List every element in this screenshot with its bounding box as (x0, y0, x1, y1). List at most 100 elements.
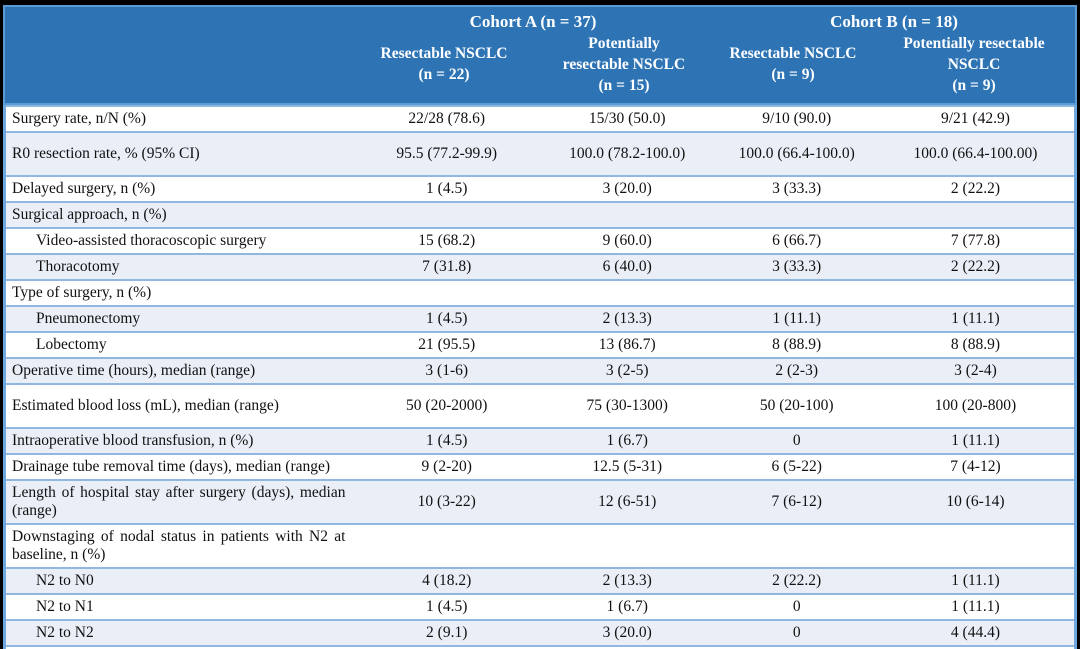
table-header: Cohort A (n = 37) Cohort B (n = 18) Rese… (3, 5, 1077, 105)
cell-value: 50 (20-2000) (406, 396, 488, 414)
table-body: Surgery rate, n/N (%) 22/28 (78.6) 15/30 (… (4, 105, 1076, 649)
row-label: Surgery rate, n/N (%) (12, 109, 147, 127)
table-row: Surgery rate, n/N (%) 22/28 (78.6) 15/30 (… (4, 105, 1076, 132)
cell-value: 7 (77.8) (950, 231, 1000, 249)
cell-value: 8 (88.9) (950, 335, 1000, 353)
table-row: Estimated blood loss (mL), median (range… (4, 383, 1076, 428)
cell-value: 4 (18.2) (422, 571, 472, 589)
column-header-potentially-resectable-b: Potentially resectable NSCLC (n = 9) (903, 35, 1045, 94)
cell-value: 1 (4.5) (426, 309, 468, 327)
cell-value: 1 (6.7) (606, 431, 648, 449)
cell-value: 3 (2-5) (605, 361, 649, 379)
row-label: Delayed surgery, n (%) (12, 179, 156, 197)
table-row: Downstaging of nodal status in patients … (4, 523, 1076, 568)
cell-value (877, 202, 1076, 228)
table-row: Type of surgery, n (%) (4, 279, 1076, 306)
cell-value: 3 (20.0) (602, 623, 652, 641)
cell-value: 100.0 (66.4-100.0) (738, 144, 855, 162)
cell-value: 100.0 (78.2-100.0) (569, 144, 686, 162)
cell-value: 100 (20-800) (934, 396, 1017, 414)
cell-value: 95.5 (77.2-99.9) (396, 144, 498, 162)
row-label: Lobectomy (36, 335, 107, 353)
cell-value: 3 (20.0) (602, 179, 652, 197)
cell-value: 2 (13.3) (602, 571, 652, 589)
table-row: Length of hospital stay after surgery (d… (4, 479, 1076, 524)
cell-value: 15/30 (50.0) (588, 109, 666, 127)
cell-value: 22/28 (78.6) (408, 109, 486, 127)
cell-value: 0 (792, 597, 801, 615)
cell-value (538, 524, 717, 568)
table-row: Delayed surgery, n (%) 1 (4.5) 3 (20.0) 3 (… (4, 175, 1076, 202)
cell-value: 7 (31.8) (422, 257, 472, 275)
cohort-a-header: Cohort A (n = 37) (469, 12, 597, 31)
cell-value: 12 (6-51) (598, 492, 657, 510)
cell-value: 50 (20-100) (759, 396, 834, 414)
cell-value: 7 (6-12) (771, 492, 822, 510)
table-row: Operative time (hours), median (range) 3 … (4, 357, 1076, 384)
table-row: N2 to N2 2 (9.1) 3 (20.0) 0 4 (44.4) (4, 619, 1076, 646)
table-row: Lobectomy 21 (95.5) 13 (86.7) 8 (88.9) 8 (88… (4, 331, 1076, 358)
cell-value: 8 (88.9) (772, 335, 822, 353)
outcomes-table: Surgery rate, n/N (%) 22/28 (78.6) 15/30 (… (3, 104, 1077, 649)
cell-value: 21 (95.5) (418, 335, 476, 353)
cell-value (355, 280, 538, 306)
cell-value: 2 (22.2) (772, 571, 822, 589)
cell-value: 1 (4.5) (426, 431, 468, 449)
row-label: R0 resection rate, % (95% CI) (12, 144, 200, 162)
row-label: Surgical approach, n (%) (12, 205, 167, 223)
cell-value: 2 (9.1) (426, 623, 468, 641)
row-label: Downstaging of nodal status in patients … (12, 527, 346, 563)
cell-value: 1 (11.1) (951, 571, 1000, 589)
cell-value: 1 (11.1) (772, 309, 821, 327)
row-label: Length of hospital stay after surgery (d… (12, 483, 346, 519)
cell-value: 3 (2-4) (954, 361, 997, 379)
table-row: N2 to N1 1 (4.5) 1 (6.7) 0 1 (11.1) (4, 593, 1076, 620)
row-label: Thoracotomy (36, 257, 120, 275)
cell-value: 3 (1-6) (425, 361, 469, 379)
row-label: Drainage tube removal time (days), media… (12, 457, 331, 475)
cell-value: 0 (792, 431, 801, 449)
cell-value: 13 (86.7) (598, 335, 656, 353)
table-row: Pneumonectomy 1 (4.5) 2 (13.3) 1 (11.1) 1 (1… (4, 305, 1076, 332)
cell-value: 75 (30-1300) (586, 396, 668, 414)
column-header-resectable-b: Resectable NSCLC (n = 9) (729, 45, 857, 84)
cell-value: 9/21 (42.9) (941, 109, 1010, 127)
row-label: Intraoperative blood transfusion, n (%) (12, 431, 254, 449)
cell-value (877, 524, 1076, 568)
cell-value (716, 202, 876, 228)
cell-value: 100.0 (66.4-100.00) (913, 144, 1038, 162)
cell-value: 0 (792, 623, 801, 641)
table-sheet: Cohort A (n = 37) Cohort B (n = 18) Rese… (3, 5, 1077, 649)
cell-value (538, 202, 717, 228)
cell-value: 1 (4.5) (426, 179, 468, 197)
cell-value: 4 (44.4) (950, 623, 1000, 641)
cell-value: 6 (40.0) (602, 257, 652, 275)
cohort-b-header: Cohort B (n = 18) (830, 12, 958, 31)
cell-value: 9/10 (90.0) (762, 109, 832, 127)
cell-value: 2 (13.3) (602, 309, 652, 327)
cell-value: 1 (6.7) (606, 597, 648, 615)
row-label: Type of surgery, n (%) (12, 283, 152, 301)
cell-value: 2 (22.2) (950, 179, 1000, 197)
row-label: Operative time (hours), median (range) (12, 361, 256, 379)
cell-value: 10 (6-14) (946, 492, 1005, 510)
cell-value (538, 280, 717, 306)
cell-value: 12.5 (5-31) (592, 457, 663, 475)
table-row: R0 resection rate, % (95% CI) 95.5 (77.2-… (4, 131, 1076, 176)
cell-value (716, 280, 876, 306)
cell-value: 3 (33.3) (772, 179, 822, 197)
table-row: Surgical approach, n (%) (4, 201, 1076, 228)
cell-value: 2 (22.2) (950, 257, 1000, 275)
table-row: N2 to N0 4 (18.2) 2 (13.3) 2 (22.2) 1 (11.1) (4, 567, 1076, 594)
table-row: Surgical complications, n (%)1 (4.5)3 (2… (4, 645, 1076, 649)
cell-value: 9 (60.0) (602, 231, 652, 249)
table-row: Thoracotomy 7 (31.8) 6 (40.0) 3 (33.3) 2 (22… (4, 253, 1076, 280)
row-label: Estimated blood loss (mL), median (range… (12, 396, 279, 414)
cell-value: 9 (2-20) (421, 457, 472, 475)
column-header-resectable-a: Resectable NSCLC (n = 22) (380, 45, 508, 84)
cell-value: 6 (66.7) (772, 231, 822, 249)
cell-value (355, 202, 538, 228)
table-row: Video-assisted thoracoscopic surgery 15 (… (4, 227, 1076, 254)
row-label: N2 to N1 (36, 597, 94, 615)
